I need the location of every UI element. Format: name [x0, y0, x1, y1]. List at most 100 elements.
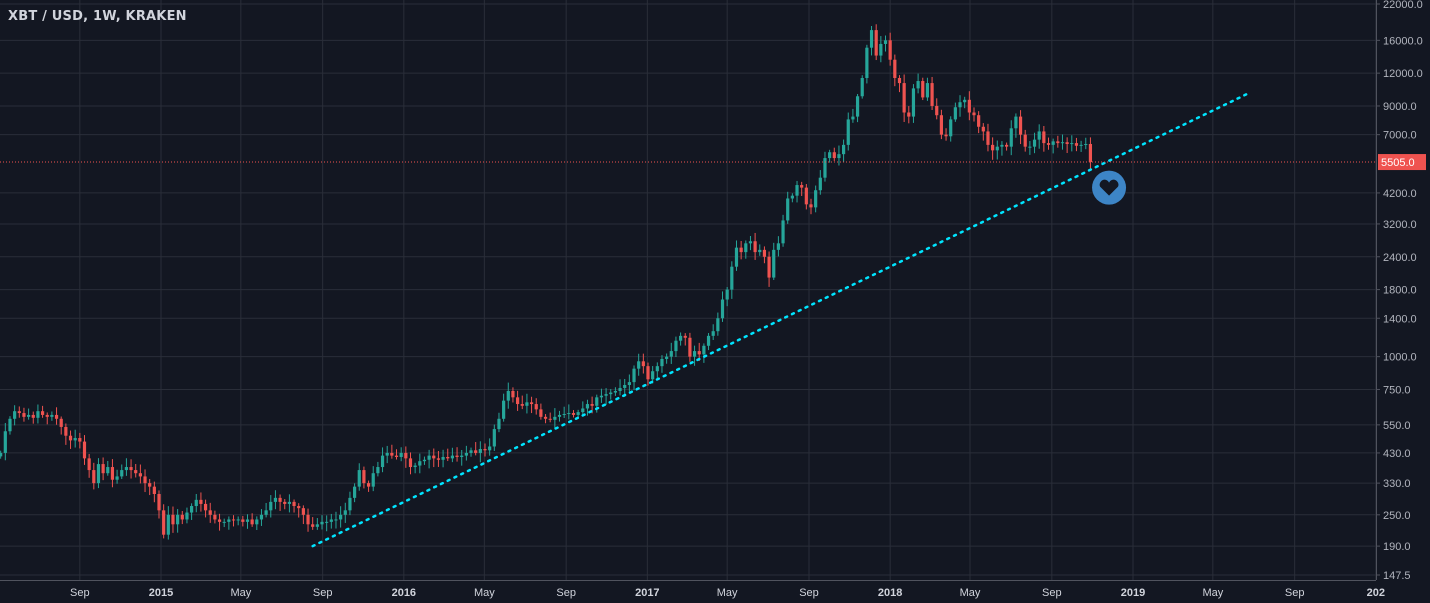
candle: [334, 511, 338, 529]
candle: [949, 116, 953, 142]
candle: [897, 75, 902, 93]
candle: [120, 464, 124, 479]
y-tick-label: 190.0: [1383, 541, 1411, 553]
candle: [64, 423, 68, 445]
candle-body: [283, 501, 287, 504]
candle-body: [893, 59, 897, 79]
candle-body: [460, 455, 464, 457]
candle: [958, 95, 962, 117]
candle-body: [236, 519, 240, 521]
candle-body: [40, 411, 45, 415]
candle-body: [292, 501, 296, 507]
y-tick-label: 9000.0: [1383, 101, 1417, 113]
candle: [930, 76, 934, 111]
candle-body: [860, 78, 864, 97]
candle-body: [446, 456, 450, 459]
candle: [865, 44, 869, 84]
candle: [814, 185, 818, 213]
candle: [837, 145, 841, 166]
candle: [1060, 134, 1065, 150]
candle: [688, 332, 692, 362]
candle: [1023, 129, 1027, 152]
candle-body: [637, 361, 641, 369]
candle: [613, 387, 617, 396]
candle-body: [711, 331, 715, 336]
candle: [1065, 137, 1069, 154]
candle-body: [907, 112, 911, 117]
candle: [227, 516, 231, 530]
candle-body: [241, 519, 245, 522]
candle: [152, 481, 156, 503]
candle-body: [599, 395, 604, 398]
candle-body: [814, 190, 818, 208]
y-tick-label: 2400.0: [1383, 252, 1417, 264]
candle-body: [1084, 143, 1088, 145]
candle-body: [50, 414, 54, 417]
candle-body: [972, 112, 976, 116]
y-tick-label: 250.0: [1383, 510, 1411, 522]
candle: [208, 502, 212, 523]
candle: [213, 510, 217, 524]
candle-body: [651, 371, 655, 380]
candle: [245, 514, 250, 529]
candle-body: [697, 351, 701, 355]
candle-body: [325, 521, 329, 523]
candle-body: [874, 30, 878, 56]
candle: [772, 242, 776, 280]
candle: [460, 449, 464, 466]
candle: [995, 140, 999, 160]
candle: [3, 422, 7, 461]
candle-body: [143, 476, 147, 484]
candle: [506, 382, 510, 409]
candle: [446, 448, 450, 462]
candle-body: [255, 519, 259, 525]
candle: [320, 515, 324, 530]
candle: [143, 469, 147, 493]
candle: [385, 445, 389, 464]
candle-body: [716, 318, 720, 332]
candle: [1028, 141, 1032, 155]
candle-body: [1042, 131, 1046, 144]
candle: [273, 490, 278, 510]
candle-body: [13, 411, 17, 419]
candle: [22, 407, 26, 422]
candle: [287, 494, 292, 513]
candle: [0, 450, 3, 459]
candle-body: [157, 494, 161, 511]
candle: [925, 77, 930, 101]
candle-body: [655, 366, 659, 372]
candle-body: [1000, 144, 1004, 147]
candle-body: [138, 473, 142, 477]
candle-body: [841, 144, 846, 155]
candle-body: [744, 243, 748, 253]
candle-body: [609, 392, 613, 395]
candle-body: [790, 195, 794, 199]
candle-body: [506, 390, 510, 401]
candle: [50, 411, 54, 421]
candle: [73, 429, 77, 448]
candle: [166, 506, 170, 540]
candle-body: [832, 152, 836, 159]
candle: [851, 108, 855, 123]
candle: [413, 462, 417, 474]
candle-body: [604, 394, 608, 396]
candle: [1070, 135, 1074, 152]
candle-body: [92, 470, 96, 484]
candle-body: [78, 438, 82, 442]
candle: [725, 286, 729, 307]
candle-body: [977, 115, 981, 127]
candle: [627, 374, 631, 392]
candle: [157, 490, 161, 519]
candle: [609, 389, 613, 400]
candle: [646, 362, 650, 386]
candle-body: [1056, 141, 1060, 144]
y-tick-label: 1800.0: [1383, 285, 1417, 297]
candle: [283, 499, 287, 510]
candle-body: [921, 81, 925, 98]
candle: [31, 411, 35, 424]
candle-body: [1028, 146, 1032, 148]
candle-body: [581, 408, 585, 413]
candle-body: [68, 435, 73, 441]
candle: [846, 112, 850, 151]
